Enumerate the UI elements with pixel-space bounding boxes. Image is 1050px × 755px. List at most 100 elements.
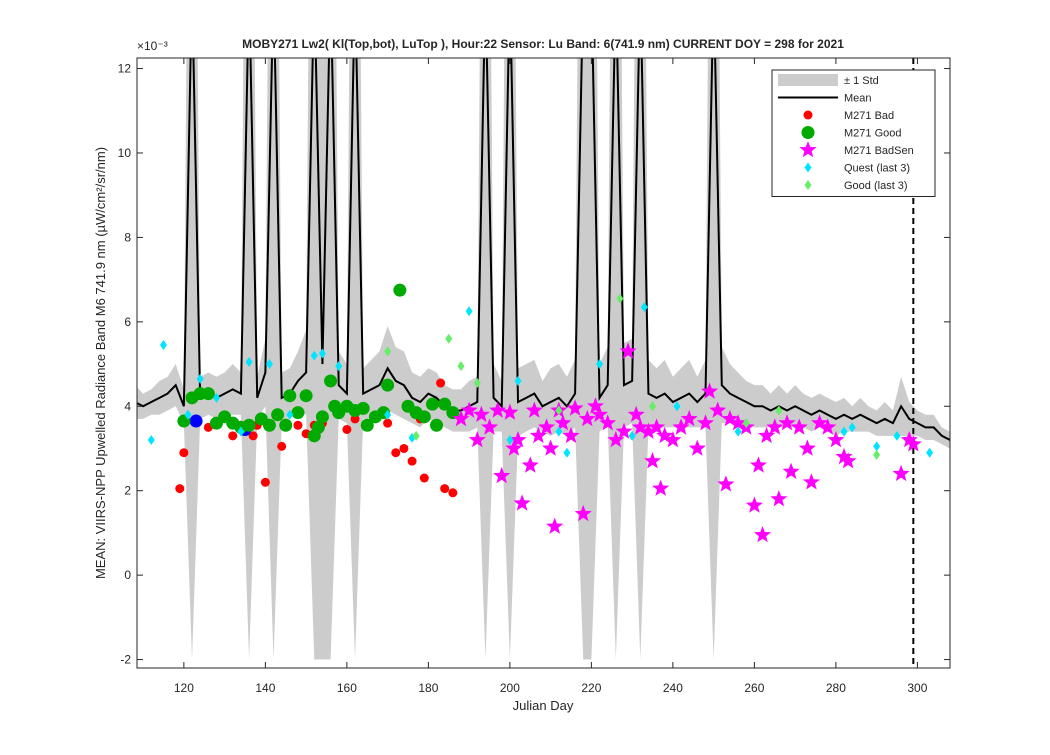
legend-label: Good (last 3) [844, 180, 908, 192]
legend-label: ± 1 Std [844, 75, 879, 87]
diamond-marker [310, 350, 318, 361]
star-marker [811, 414, 829, 431]
circle-marker [242, 418, 256, 432]
star-marker [904, 435, 922, 452]
diamond-marker [514, 375, 522, 386]
star-marker [615, 422, 633, 439]
y-tick-label: 4 [124, 399, 131, 413]
diamond-marker [775, 405, 783, 416]
star-marker [599, 414, 617, 431]
y-tick-label: 10 [118, 146, 132, 160]
dot [342, 424, 352, 434]
star-marker [798, 439, 816, 456]
dot [407, 456, 417, 466]
legend: ± 1 Std Mean M271 Bad M271 Good M271 BadSen Q… [771, 69, 936, 197]
star-marker [766, 418, 784, 435]
star-marker [574, 504, 592, 522]
star-marker [664, 431, 682, 448]
star-marker [672, 418, 690, 435]
star-marker [607, 431, 625, 448]
dot [260, 477, 270, 487]
star-marker [631, 418, 649, 435]
diamond-marker [628, 430, 636, 441]
axes-box [136, 57, 951, 669]
diamond-marker [506, 435, 514, 446]
circle-marker [356, 401, 370, 415]
diamond-marker [840, 426, 848, 437]
star-marker [509, 431, 527, 448]
y-axis-label: MEAN: VIIRS-NPP Upwelled Radiance Band M… [93, 147, 108, 579]
star-marker [778, 414, 796, 431]
star-marker [538, 418, 556, 435]
diamond-marker [457, 361, 465, 372]
star-marker [619, 342, 637, 359]
star-marker [696, 414, 714, 431]
circle-marker [201, 387, 215, 401]
circle-marker [430, 418, 444, 432]
diamond-marker [212, 392, 220, 403]
diamond-marker [804, 162, 812, 173]
star-marker [639, 422, 657, 439]
circle-marker [315, 410, 329, 424]
diamond-marker [384, 346, 392, 357]
diamond-marker [893, 430, 901, 441]
star-marker [648, 418, 666, 435]
diamond-marker [926, 447, 934, 458]
star-marker [468, 431, 486, 448]
star-marker [656, 426, 674, 444]
star-marker [460, 401, 478, 418]
x-tick-label: 300 [907, 681, 927, 695]
star-marker [782, 462, 800, 479]
diamond-marker [734, 426, 742, 437]
star-marker [754, 526, 772, 543]
diamond-marker [563, 447, 571, 458]
diamond-marker [445, 333, 453, 344]
star-marker [680, 409, 698, 427]
star-marker [835, 447, 853, 465]
star-marker [729, 414, 747, 431]
chart-title: MOBY271 Lw2( Kl(Top,bot), LuTop ), Hour:… [242, 37, 844, 51]
diamond-marker [873, 441, 881, 452]
star-marker [709, 401, 727, 418]
legend-label: Quest (last 3) [844, 163, 910, 175]
star-marker [529, 426, 547, 444]
y-tick-label: -2 [120, 653, 131, 667]
circle-marker [417, 410, 431, 424]
y-tick-label: 0 [124, 568, 131, 582]
x-tick-label: 140 [255, 681, 275, 695]
diamond-marker [649, 401, 657, 412]
dot [228, 431, 238, 441]
dot [448, 488, 458, 498]
star-marker [627, 405, 645, 422]
dot [440, 484, 450, 494]
y-tick-label: 12 [118, 62, 132, 76]
star-marker [721, 409, 739, 427]
diamond-marker [286, 409, 294, 420]
star-marker [799, 141, 817, 158]
star-marker [644, 452, 662, 469]
star-marker [562, 426, 580, 444]
star-marker [542, 439, 560, 456]
diamond-marker [147, 435, 155, 446]
star-marker [652, 479, 670, 496]
circle-marker [299, 389, 313, 403]
dot [293, 420, 303, 430]
star-marker [745, 496, 763, 513]
star-marker [717, 475, 735, 492]
diamond-marker [473, 378, 481, 389]
diamond-marker [640, 302, 648, 313]
diamond-marker [318, 348, 326, 359]
legend-swatch [778, 74, 838, 86]
dot [419, 473, 429, 483]
star-marker [758, 426, 776, 444]
x-tick-label: 180 [418, 681, 438, 695]
star-marker [525, 401, 543, 418]
star-marker [505, 439, 523, 456]
y-tick-label: 2 [124, 484, 131, 498]
star-marker [489, 401, 507, 418]
star-marker [892, 464, 910, 482]
dot [175, 484, 185, 494]
diamond-marker [673, 401, 681, 412]
dot [277, 441, 287, 451]
circle-marker [311, 420, 325, 434]
